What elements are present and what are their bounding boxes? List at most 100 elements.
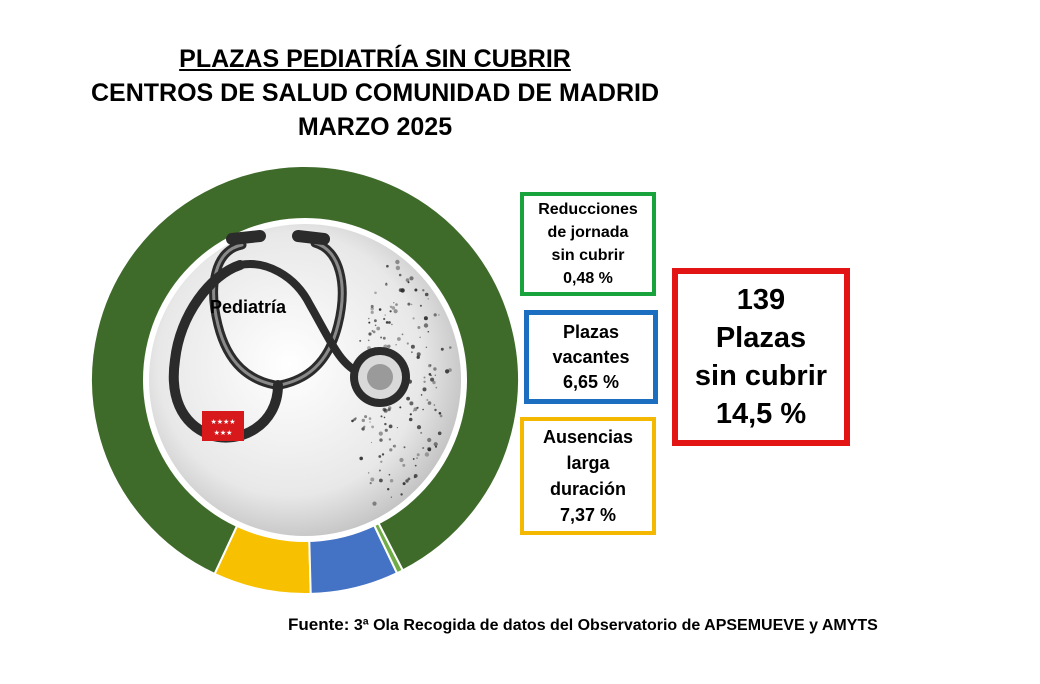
dust-particle <box>378 431 383 436</box>
dust-particle <box>395 344 397 346</box>
dust-particle <box>351 419 354 423</box>
dust-particle <box>437 431 442 436</box>
dust-particle <box>391 306 396 310</box>
ausencias-box: Ausencias larga duración 7,37 % <box>520 417 656 535</box>
dust-particle <box>438 412 442 415</box>
dust-particle <box>422 447 425 449</box>
dust-particle <box>399 457 404 463</box>
dust-particle <box>401 333 404 336</box>
svg-text:★★★: ★★★ <box>214 429 233 437</box>
dust-particle <box>416 457 418 459</box>
dust-particle <box>387 344 391 348</box>
dust-particle <box>383 317 386 321</box>
dust-particle <box>423 316 428 321</box>
dust-particle <box>386 264 389 268</box>
dust-particle <box>405 278 410 282</box>
dust-particle <box>409 401 414 406</box>
dust-particle <box>410 303 413 306</box>
dust-particle <box>433 313 437 317</box>
dust-particle <box>370 307 374 311</box>
dust-particle <box>409 413 412 416</box>
reducciones-label-1: Reducciones <box>538 201 638 218</box>
dust-particle <box>445 369 450 374</box>
dust-particle <box>378 308 382 311</box>
dust-particle <box>423 380 426 383</box>
dust-particle <box>416 406 419 409</box>
dust-particle <box>433 404 436 406</box>
reducciones-label-3: sin cubrir <box>551 247 625 264</box>
center-label: Pediatría <box>210 297 287 317</box>
dust-particle <box>390 496 393 498</box>
ausencias-label-1: Ausencias <box>542 427 634 447</box>
title-line-2: CENTROS DE SALUD COMUNIDAD DE MADRID <box>90 79 660 107</box>
dust-particle <box>419 304 422 307</box>
dust-particle <box>438 314 440 316</box>
dust-particle <box>405 479 409 483</box>
dust-particle <box>374 324 377 327</box>
dust-particle <box>424 452 430 457</box>
dust-particle <box>370 441 373 444</box>
dust-particle <box>382 336 386 340</box>
dust-particle <box>389 310 392 313</box>
dust-particle <box>422 408 424 411</box>
dust-particle <box>432 380 436 385</box>
dust-particle <box>389 479 394 483</box>
dust-particle <box>427 446 432 452</box>
dust-particle <box>368 317 370 320</box>
dust-particle <box>368 332 372 336</box>
ausencias-label-2: larga <box>566 453 610 473</box>
dust-particle <box>433 442 438 447</box>
dust-particle <box>372 501 377 506</box>
dust-particle <box>426 399 429 401</box>
dust-particle <box>359 456 364 461</box>
dust-particle <box>430 377 435 382</box>
dust-particle <box>449 346 452 349</box>
dust-particle <box>423 376 426 379</box>
dust-particle <box>368 417 372 420</box>
ausencias-value: 7,37 % <box>559 505 617 525</box>
dust-particle <box>427 401 432 405</box>
dust-particle <box>434 374 436 376</box>
title-line-3: MARZO 2025 <box>297 113 453 141</box>
dust-particle <box>380 415 383 418</box>
dust-particle <box>378 469 381 472</box>
dust-particle <box>380 460 383 463</box>
dust-particle <box>412 458 415 460</box>
dust-particle <box>379 478 383 483</box>
dust-particle <box>428 364 432 368</box>
vacantes-value: 6,65 % <box>562 371 620 392</box>
dust-particle <box>369 482 372 485</box>
dust-particle <box>411 351 413 354</box>
donut-chart: Pediatría ★★★★ ★★★ <box>90 165 520 595</box>
dust-particle <box>378 455 382 458</box>
dust-particle <box>359 339 362 342</box>
dust-particle <box>387 488 390 491</box>
dust-particle <box>381 453 385 456</box>
dust-particle <box>422 289 425 292</box>
dust-particle <box>396 427 398 429</box>
reducciones-box: Reducciones de jornada sin cubrir 0,48 % <box>520 192 656 296</box>
dust-particle <box>392 445 395 447</box>
dust-particle <box>399 406 402 409</box>
dust-particle <box>384 314 386 316</box>
dust-particle <box>393 302 395 304</box>
source-note: Fuente: 3ª Ola Recogida de datos del Obs… <box>288 615 878 635</box>
dust-particle <box>412 317 415 320</box>
dust-particle <box>440 347 444 351</box>
dust-particle <box>400 493 403 496</box>
dust-particle <box>385 321 389 324</box>
dust-particle <box>379 438 383 442</box>
dust-particle <box>448 368 452 372</box>
dust-particle <box>368 472 370 474</box>
dust-particle <box>397 337 401 341</box>
dust-particle <box>413 476 416 479</box>
dust-particle <box>402 482 406 486</box>
dust-particle <box>407 302 411 306</box>
dust-particle <box>395 259 400 265</box>
dust-particle <box>353 418 356 421</box>
dust-particle <box>423 323 429 328</box>
dust-particle <box>385 282 388 285</box>
dust-particle <box>409 276 414 281</box>
dust-particle <box>427 437 432 443</box>
total-box: 139 Plazas sin cubrir 14,5 % <box>672 268 850 446</box>
